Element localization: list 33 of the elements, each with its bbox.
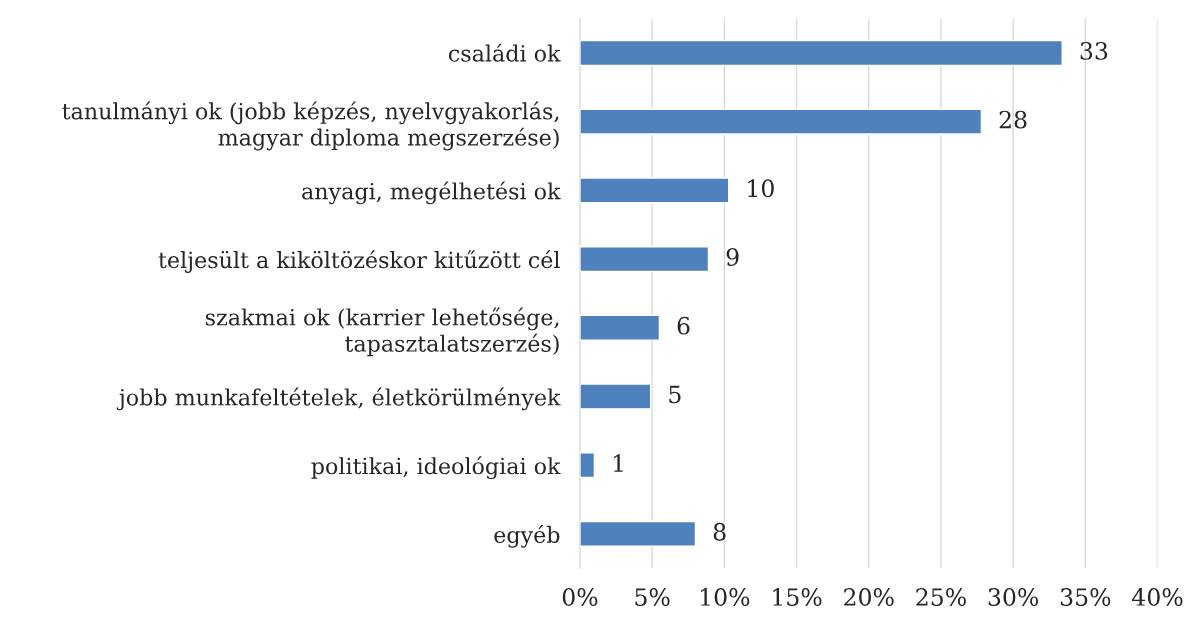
bar (579, 520, 697, 547)
data-label: 8 (713, 522, 726, 541)
y-tick-label: családi ok (448, 43, 561, 62)
bar (579, 108, 983, 135)
bar (579, 177, 730, 204)
data-label: 28 (999, 110, 1027, 129)
x-tick-label: 30% (988, 588, 1039, 606)
x-tick-label: 25% (916, 588, 966, 606)
y-tick-label: politikai, ideológiai ok (311, 456, 561, 479)
y-tick-label: teljesült a kiköltözéskor kitűzött cél (158, 250, 560, 273)
data-label: 33 (1080, 41, 1108, 60)
data-label: 9 (726, 248, 739, 266)
x-tick-label: 10% (700, 588, 750, 606)
y-tick-label: anyagi, megélhetési ok (302, 181, 561, 205)
x-tick-label: 35% (1060, 588, 1111, 606)
y-tick-label: tanulmányi ok (jobb képzés, nyelvgyakorlás, magyar diploma megszerzése) (62, 101, 559, 151)
x-tick-label: 5% (635, 588, 670, 606)
y-tick-label: egyéb (494, 524, 560, 548)
x-tick-label: 20% (844, 588, 894, 606)
bar (579, 383, 652, 410)
data-label: 10 (748, 179, 774, 198)
y-tick-label: szakmai ok (karrier lehetősége, tapasztalatszerzés) (205, 307, 559, 357)
x-tick-label: 15% (773, 588, 822, 606)
bar (579, 314, 661, 341)
x-tick-label: 0% (562, 588, 598, 606)
data-label: 5 (669, 385, 681, 404)
bar (579, 39, 1063, 67)
y-tick-label: jobb munkafeltételek, életkörülmények (116, 387, 561, 411)
bar (579, 246, 710, 273)
bar (579, 452, 596, 479)
x-tick-label: 40% (1132, 588, 1183, 606)
data-label: 6 (677, 316, 690, 335)
data-label: 1 (613, 454, 623, 472)
